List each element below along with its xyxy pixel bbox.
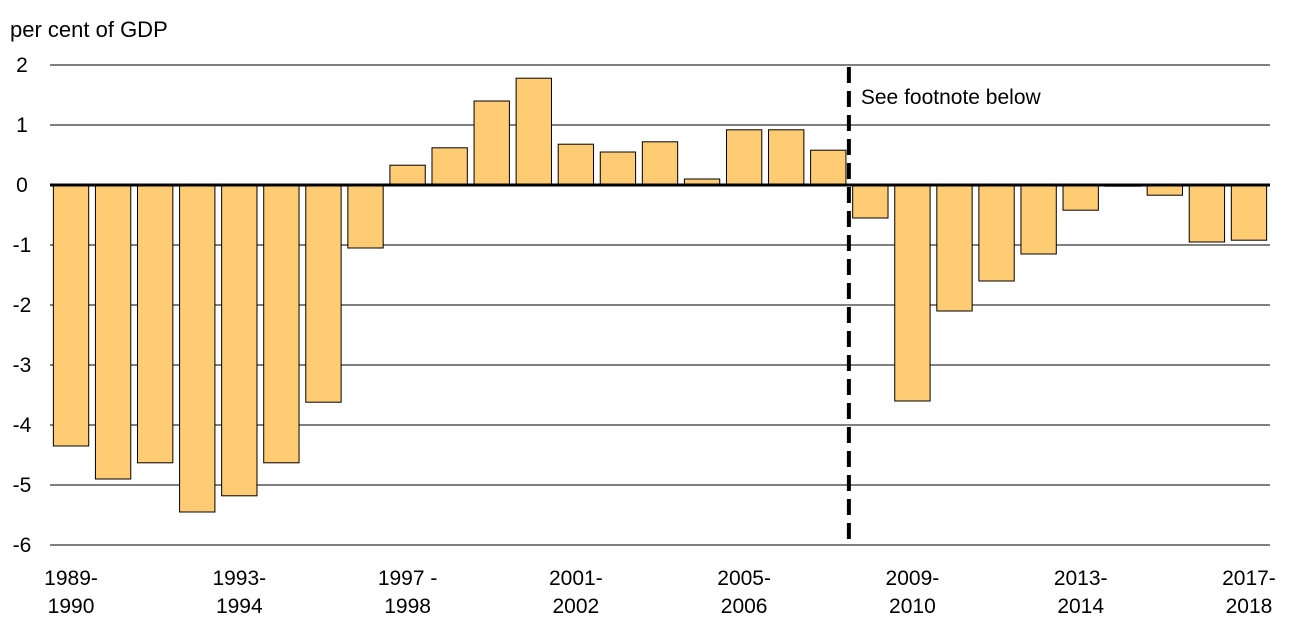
x-tick-label: 2002 [553, 595, 600, 618]
bar [52, 184, 90, 447]
bar [347, 184, 384, 249]
x-tick-label: 2017- [1222, 567, 1276, 590]
x-tick-label: 2001- [549, 567, 603, 590]
footnote-annotation: See footnote below [861, 86, 1042, 109]
x-tick-label: 1998 [384, 595, 431, 618]
x-tick-label: 2009- [886, 567, 940, 590]
x-tick-labels: 1989- 1990 1993- 1994 1997 - 1998 2001- 2002 200… [44, 567, 1276, 618]
x-tick-label: 2010 [889, 595, 936, 618]
bar [221, 184, 258, 497]
bar [305, 184, 342, 403]
bar [389, 164, 426, 186]
bar [557, 143, 595, 186]
y-tick-label: -4 [13, 414, 32, 437]
y-tick-label: -3 [13, 354, 32, 377]
y-tick-labels: 2 1 0 -1 -2 -3 -4 -5 -6 [13, 54, 32, 557]
bar [768, 129, 805, 186]
bar [515, 77, 552, 186]
x-tick-label: 1990 [48, 595, 95, 618]
x-tick-label: 2018 [1226, 595, 1273, 618]
x-tick-label: 2013- [1054, 567, 1108, 590]
bar [894, 184, 931, 402]
bar [137, 184, 174, 464]
bar [1146, 184, 1183, 196]
y-tick-label: 1 [16, 114, 28, 137]
y-tick-label: 0 [16, 174, 28, 197]
x-tick-label: 1989- [44, 567, 98, 590]
bar [1020, 184, 1057, 255]
bar [431, 147, 468, 186]
y-axis-label: per cent of GDP [10, 17, 168, 42]
y-tick-label: -5 [13, 474, 32, 497]
bar [852, 184, 889, 219]
bar [725, 129, 763, 186]
x-tick-label: 2005- [717, 567, 771, 590]
bar [179, 184, 216, 513]
bars [52, 77, 1268, 513]
y-tick-label: 2 [16, 54, 28, 77]
y-tick-label: -1 [13, 234, 32, 257]
x-tick-label: 2014 [1057, 595, 1104, 618]
x-tick-label: 2006 [721, 595, 768, 618]
bar [1188, 184, 1226, 243]
bar [1062, 184, 1099, 211]
bar [1230, 184, 1268, 241]
bar [936, 184, 973, 312]
bar [978, 184, 1015, 282]
bar [94, 184, 132, 480]
bar [810, 149, 847, 186]
y-tick-label: -6 [13, 534, 32, 557]
bar [599, 151, 637, 186]
y-tick-label: -2 [13, 294, 32, 317]
x-tick-label: 1993- [212, 567, 266, 590]
x-tick-label: 1997 - [378, 567, 438, 590]
x-tick-label: 1994 [216, 595, 263, 618]
bar [263, 184, 300, 464]
bar [641, 141, 679, 186]
bar [473, 100, 510, 186]
